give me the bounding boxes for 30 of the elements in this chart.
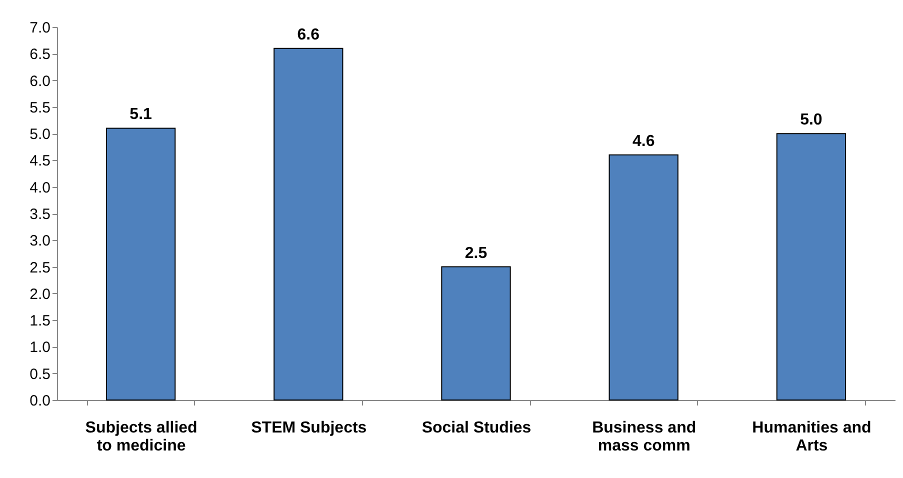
y-tick-label: 2.5 bbox=[30, 259, 50, 276]
y-tick-label: 6.0 bbox=[30, 72, 50, 90]
data-label: 2.5 bbox=[464, 244, 488, 262]
bar bbox=[441, 266, 511, 400]
y-tick-label: 3.0 bbox=[30, 232, 50, 250]
data-label: 5.0 bbox=[800, 112, 822, 129]
y-tick-label: 5.0 bbox=[30, 126, 50, 144]
x-tick-label: Humanities and Arts bbox=[752, 420, 872, 454]
y-tick-label: 6.5 bbox=[30, 46, 50, 64]
bar bbox=[776, 133, 846, 400]
y-tick-label: 0.5 bbox=[30, 366, 50, 383]
x-tick-label: Social Studies bbox=[422, 420, 532, 436]
bar bbox=[608, 154, 678, 400]
y-tick-label: 0.0 bbox=[30, 392, 50, 410]
y-tick-label: 4.0 bbox=[30, 179, 50, 196]
y-tick-label: 7.0 bbox=[30, 20, 50, 36]
y-tick-label: 4.5 bbox=[30, 152, 50, 170]
y-tick-label: 3.5 bbox=[30, 206, 50, 223]
x-tick-label: STEM Subjects bbox=[251, 420, 367, 436]
x-tick-label: Business and mass comm bbox=[592, 420, 696, 454]
y-tick-label: 2.0 bbox=[30, 286, 50, 303]
y-tick-label: 5.5 bbox=[30, 99, 50, 116]
y-tick-label: 1.5 bbox=[30, 312, 50, 330]
bar bbox=[274, 48, 344, 400]
x-tick-label: Subjects allied to medicine bbox=[85, 420, 198, 454]
bar bbox=[106, 128, 176, 400]
data-label: 5.1 bbox=[130, 106, 152, 124]
data-label: 6.6 bbox=[297, 26, 320, 44]
y-tick-label: 1.0 bbox=[30, 339, 50, 356]
data-label: 4.6 bbox=[632, 132, 655, 150]
